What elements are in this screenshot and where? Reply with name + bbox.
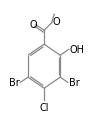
Text: OH: OH: [70, 45, 85, 55]
Text: O: O: [29, 20, 37, 30]
Text: Br: Br: [9, 78, 19, 88]
Text: O: O: [52, 17, 60, 27]
Text: Cl: Cl: [39, 102, 49, 112]
Text: Br: Br: [69, 78, 80, 88]
